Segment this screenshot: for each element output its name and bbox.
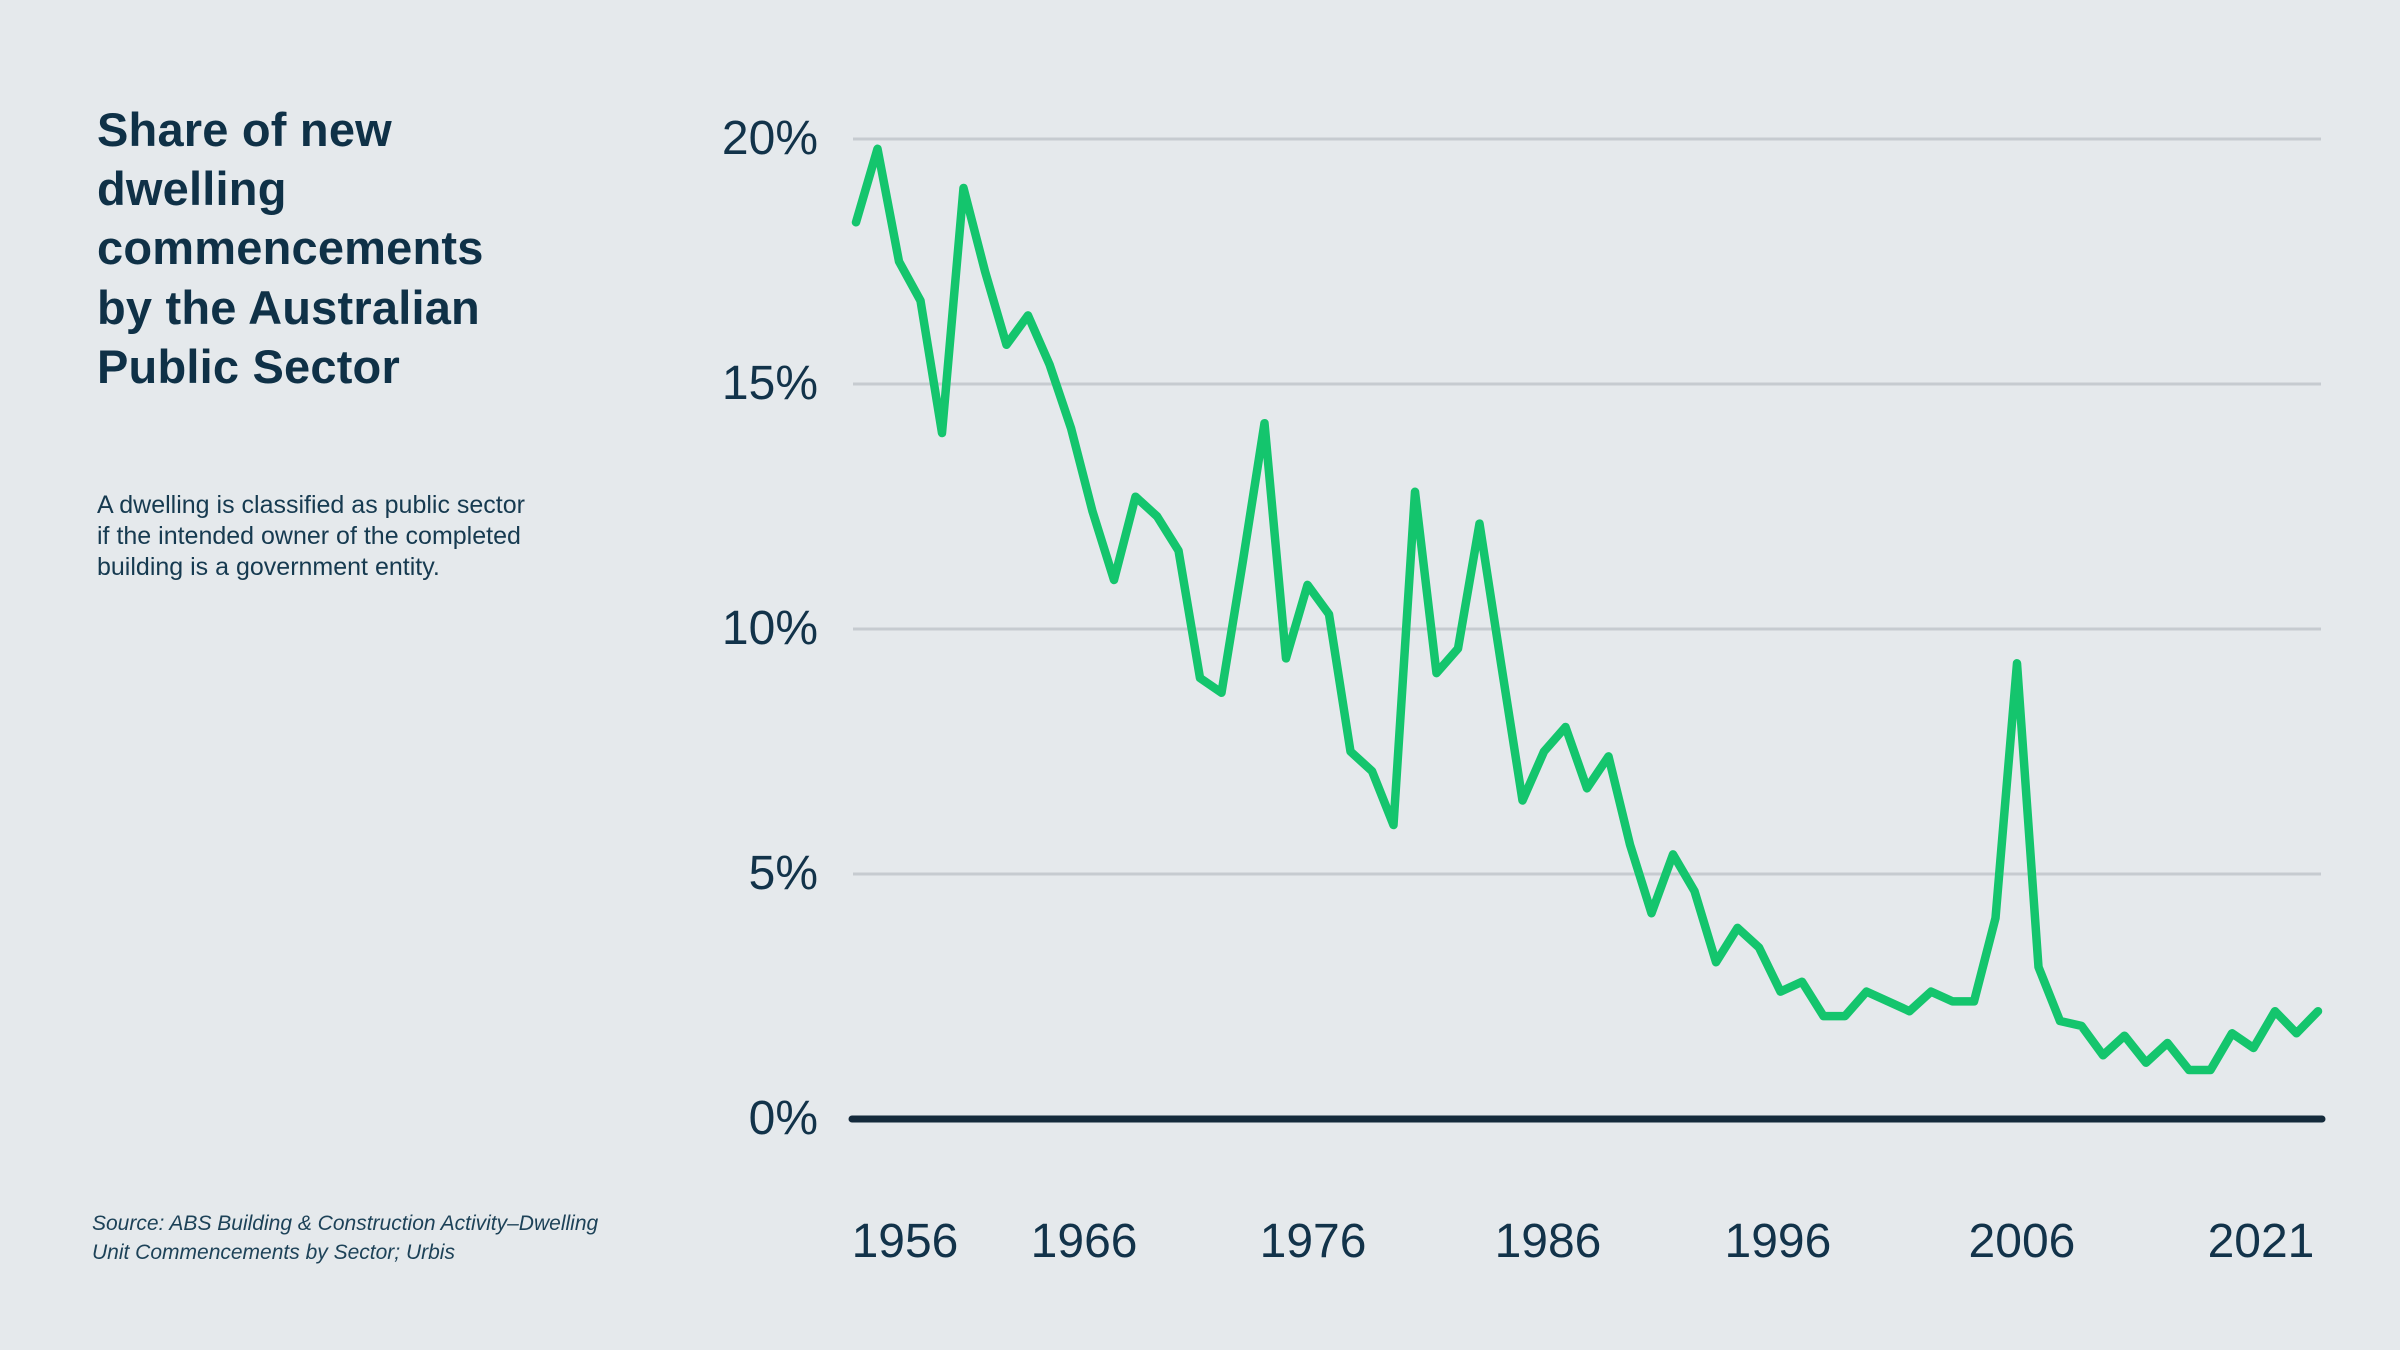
- y-axis-tick-label: 15%: [721, 357, 818, 410]
- x-axis-tick-label: 1976: [1259, 1215, 1367, 1268]
- x-axis-tick-label: 1966: [1030, 1215, 1138, 1268]
- chart-description: A dwelling is classified as public secto…: [97, 491, 525, 581]
- y-axis-tick-label: 20%: [721, 112, 818, 165]
- gridlines: [853, 137, 2321, 876]
- x-axis-tick-label: 2006: [1968, 1215, 2076, 1268]
- y-axis-tick-label: 10%: [721, 602, 818, 655]
- chart-title: Share of new dwelling commencements by t…: [97, 103, 484, 393]
- y-axis-tick-label: 5%: [748, 847, 818, 900]
- x-axis-tick-label: 1956: [851, 1215, 959, 1268]
- x-axis-tick-label: 1996: [1724, 1215, 1832, 1268]
- y-axis-tick-label: 0%: [748, 1092, 818, 1145]
- source-note: Source: ABS Building & Construction Acti…: [92, 1212, 599, 1264]
- x-axis-tick-label: 1986: [1494, 1215, 1602, 1268]
- public-sector-share-line: [851, 144, 2323, 1075]
- x-axis-tick-label: 2021: [2207, 1215, 2315, 1268]
